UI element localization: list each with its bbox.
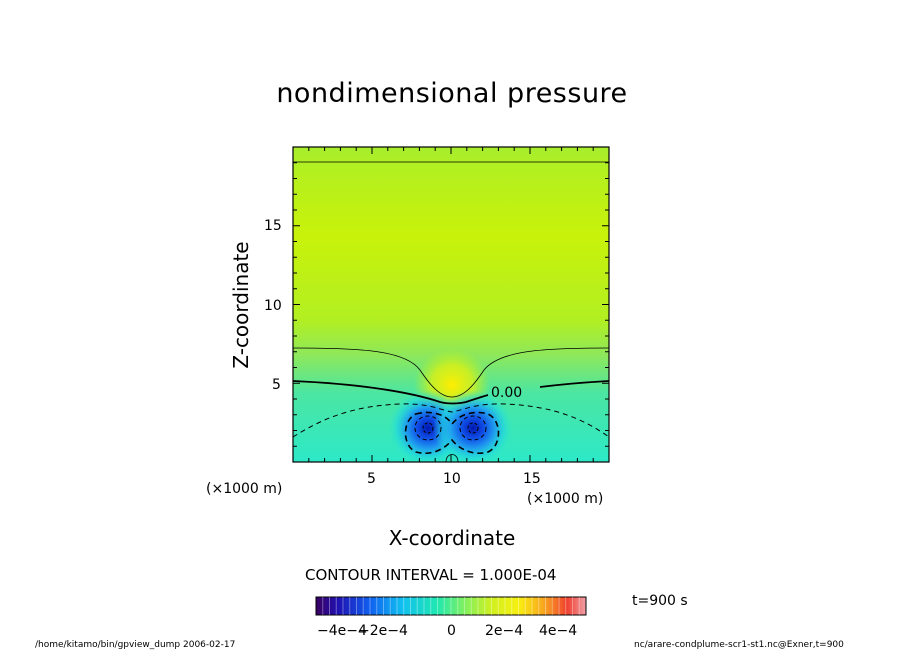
y-tick-label: 5 bbox=[272, 377, 281, 393]
colorbar-tick-label: −4e−4 bbox=[317, 623, 367, 639]
y-tick-label: 10 bbox=[264, 298, 282, 314]
contour-label: 0.00 bbox=[491, 385, 522, 401]
colorbar-tick-label: 2e−4 bbox=[485, 623, 523, 639]
x-axis-label: X-coordinate bbox=[388, 526, 516, 550]
footer-left: /home/kitamo/bin/gpview_dump 2006-02-17 bbox=[35, 640, 236, 650]
footer-right: nc/arare-condplume-scr1-st1.nc@Exner,t=9… bbox=[634, 640, 844, 650]
z-unit-label: (×1000 m) bbox=[527, 491, 604, 507]
y-tick-label: 15 bbox=[264, 218, 282, 234]
colorbar-stripes bbox=[322, 597, 580, 615]
time-label: t=900 s bbox=[632, 593, 688, 609]
colorbar-tick-label: −2e−4 bbox=[358, 623, 408, 639]
contour-field bbox=[293, 147, 609, 462]
x-tick-label: 10 bbox=[443, 471, 461, 487]
colorbar-tick-label: 4e−4 bbox=[539, 623, 577, 639]
x-tick-label: 5 bbox=[367, 471, 376, 487]
colorbar bbox=[315, 596, 587, 616]
x-tick-label: 15 bbox=[523, 471, 541, 487]
contour-interval-text: CONTOUR INTERVAL = 1.000E-04 bbox=[305, 566, 557, 584]
colorbar-tick-label: 0 bbox=[447, 623, 456, 639]
y-axis-label: Z-coordinate bbox=[229, 241, 253, 369]
x-unit-label: (×1000 m) bbox=[206, 481, 283, 497]
axis-ticks bbox=[293, 147, 609, 462]
chart-title: nondimensional pressure bbox=[276, 78, 628, 109]
